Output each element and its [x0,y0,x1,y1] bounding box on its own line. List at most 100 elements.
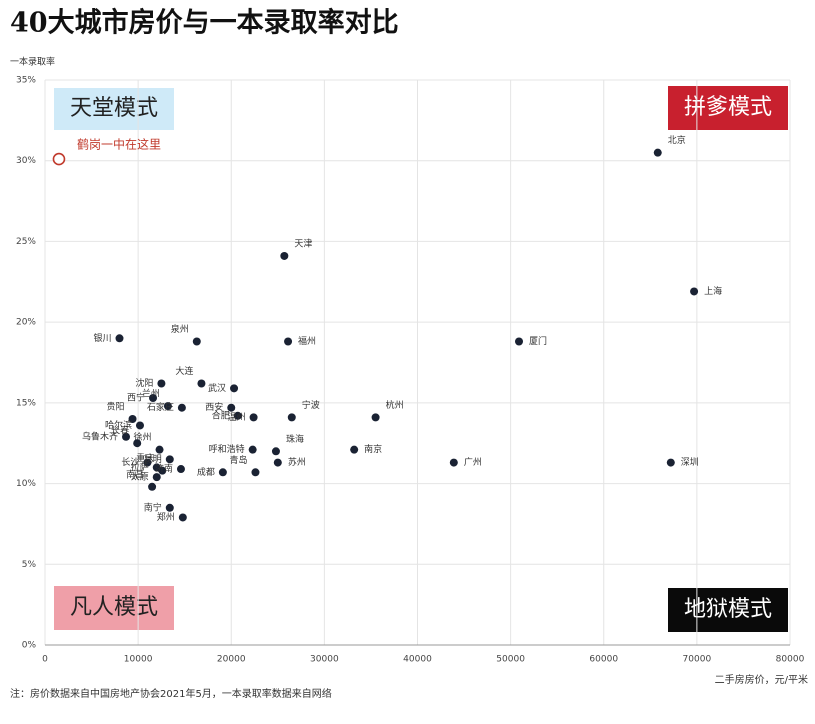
point [271,447,280,456]
point-label: 长沙 [121,456,139,468]
point [128,415,137,423]
point [155,445,164,454]
point [248,445,257,454]
point [163,402,172,411]
point-label: 厦门 [529,335,547,347]
point [143,458,152,467]
point [178,513,187,522]
y-tick-label: 35% [16,76,36,86]
point [157,379,166,388]
point-label: 泉州 [171,323,189,335]
point [227,403,236,412]
point [115,334,124,343]
point-label: 青岛 [229,454,247,466]
point-label: 南昌 [126,468,144,480]
y-tick-label: 10% [16,479,36,489]
point [176,465,185,474]
point [350,445,359,454]
y-axis-label: 一本录取率 [10,56,55,68]
quadrant-box [54,88,174,130]
x-tick-label: 40000 [403,655,432,665]
point [653,148,662,157]
point [148,482,157,491]
point [218,468,227,477]
x-tick-label: 60000 [589,655,618,665]
quadrant-box [54,586,174,630]
point [284,337,293,346]
point [449,458,458,467]
quadrant-label: 地狱模式 [684,597,772,622]
point [515,337,524,346]
quadrant-label: 拼爹模式 [684,95,772,120]
point-label: 乌鲁木齐 [82,430,118,442]
point-label: 西宁 [127,392,145,404]
y-tick-label: 15% [16,398,36,408]
point-label: 北京 [668,134,686,146]
point-label: 大连 [175,365,193,377]
x-tick-label: 20000 [217,655,246,665]
point-label: 温州 [228,412,246,423]
point [133,439,142,448]
y-tick-label: 25% [16,237,36,247]
point-label: 沈阳 [135,377,153,389]
point [152,473,161,482]
point-label: 上海 [704,285,722,297]
x-axis-label: 二手房房价，元/平米 [715,673,808,686]
point-label: 杭州 [386,399,404,411]
x-tick-label: 80000 [776,655,805,665]
point [690,287,699,296]
y-tick-label: 5% [22,560,37,570]
point [165,455,174,464]
point [249,413,258,422]
point [135,421,144,430]
point-label: 苏州 [288,456,306,468]
point-label: 太原 [131,471,149,483]
point [287,413,296,422]
point-label: 广州 [464,456,482,468]
x-tick-label: 70000 [683,655,712,665]
point [158,466,167,475]
point [197,379,206,388]
point-label: 深圳 [681,457,699,468]
point [122,432,131,441]
point-label: 南宁 [144,501,162,513]
point [177,403,186,412]
highlight-point [52,152,66,166]
point-label: 天津 [294,238,312,249]
point-label: 宁波 [302,399,320,411]
point-label: 西安 [205,401,223,413]
point [280,251,289,260]
y-tick-label: 0% [22,641,37,651]
point-label: 郑州 [157,511,175,523]
point-label: 贵阳 [107,401,125,413]
point [192,337,201,346]
point-label: 银川 [93,332,111,344]
x-tick-label: 0 [42,655,48,665]
x-tick-label: 50000 [496,655,525,665]
note: 注：房价数据来自中国房地产协会2021年5月，一本录取率数据来自网络 [10,687,332,700]
point-label: 济南 [155,463,173,475]
point [371,413,380,422]
y-tick-label: 20% [16,318,36,328]
point-label: 合肥 [212,409,230,421]
point [273,458,282,467]
point-label: 珠海 [286,433,304,445]
quadrant-label: 凡人模式 [70,595,158,620]
point [233,411,242,420]
point [230,384,239,393]
point-label: 石家庄 [147,401,174,413]
point-label: 长春 [111,425,129,437]
x-tick-label: 30000 [310,655,339,665]
chart-title: 40大城市房价与一本录取率对比 [10,7,399,39]
point-label: 福州 [298,335,316,347]
point-label: 拉萨 [131,461,149,473]
point-label: 重庆 [136,452,154,464]
point [149,394,158,403]
quadrant-box [668,86,788,130]
point [666,458,675,467]
quadrant-label: 天堂模式 [70,96,158,121]
highlight-label: 鹤岗一中在这里 [77,137,161,152]
point-label: 呼和浩特 [209,443,245,455]
point-label: 哈尔滨 [105,419,132,431]
